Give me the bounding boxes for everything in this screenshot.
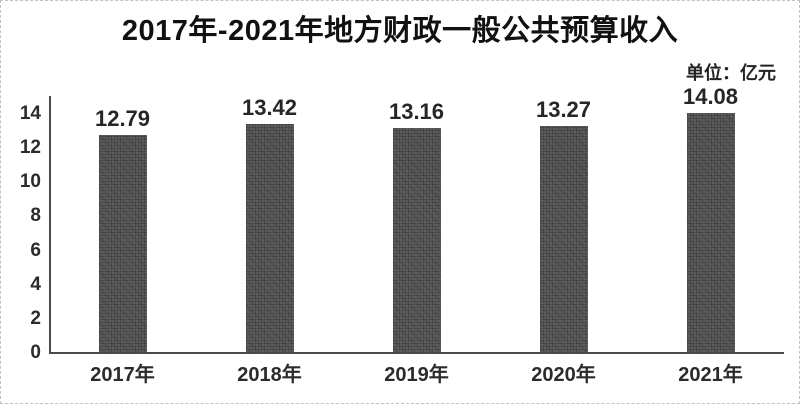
y-tick-label: 2 (30, 307, 41, 329)
y-tick-label: 14 (19, 103, 41, 124)
x-axis-label: 2018年 (237, 364, 302, 386)
bar (539, 126, 588, 353)
x-axis-line (49, 352, 784, 354)
x-axis-label: 2019年 (384, 364, 449, 386)
x-axis-label: 2021年 (678, 364, 743, 386)
bar (98, 134, 147, 353)
bar (686, 112, 735, 353)
y-tick-label: 8 (30, 205, 41, 227)
y-axis-line (49, 96, 51, 354)
bar-value-label: 14.08 (682, 83, 739, 109)
x-axis-label: 2020年 (531, 364, 596, 386)
y-tick-label: 10 (19, 171, 41, 193)
bar (392, 128, 441, 353)
y-tick-label: 4 (30, 273, 41, 295)
y-tick-label: 6 (30, 239, 41, 261)
x-axis-label: 2017年 (90, 364, 155, 386)
bar-value-label: 13.27 (535, 97, 592, 123)
bar-value-label: 13.42 (241, 94, 298, 120)
unit-label: 单位：亿元 (686, 63, 776, 83)
y-tick-label: 12 (19, 137, 41, 159)
bar-value-label: 13.16 (388, 99, 445, 125)
chart-title: 2017年-2021年地方财政一般公共预算收入 (121, 15, 679, 47)
bar-value-label: 12.79 (94, 105, 151, 131)
y-tick-label: 0 (30, 342, 41, 363)
bar (245, 123, 294, 353)
